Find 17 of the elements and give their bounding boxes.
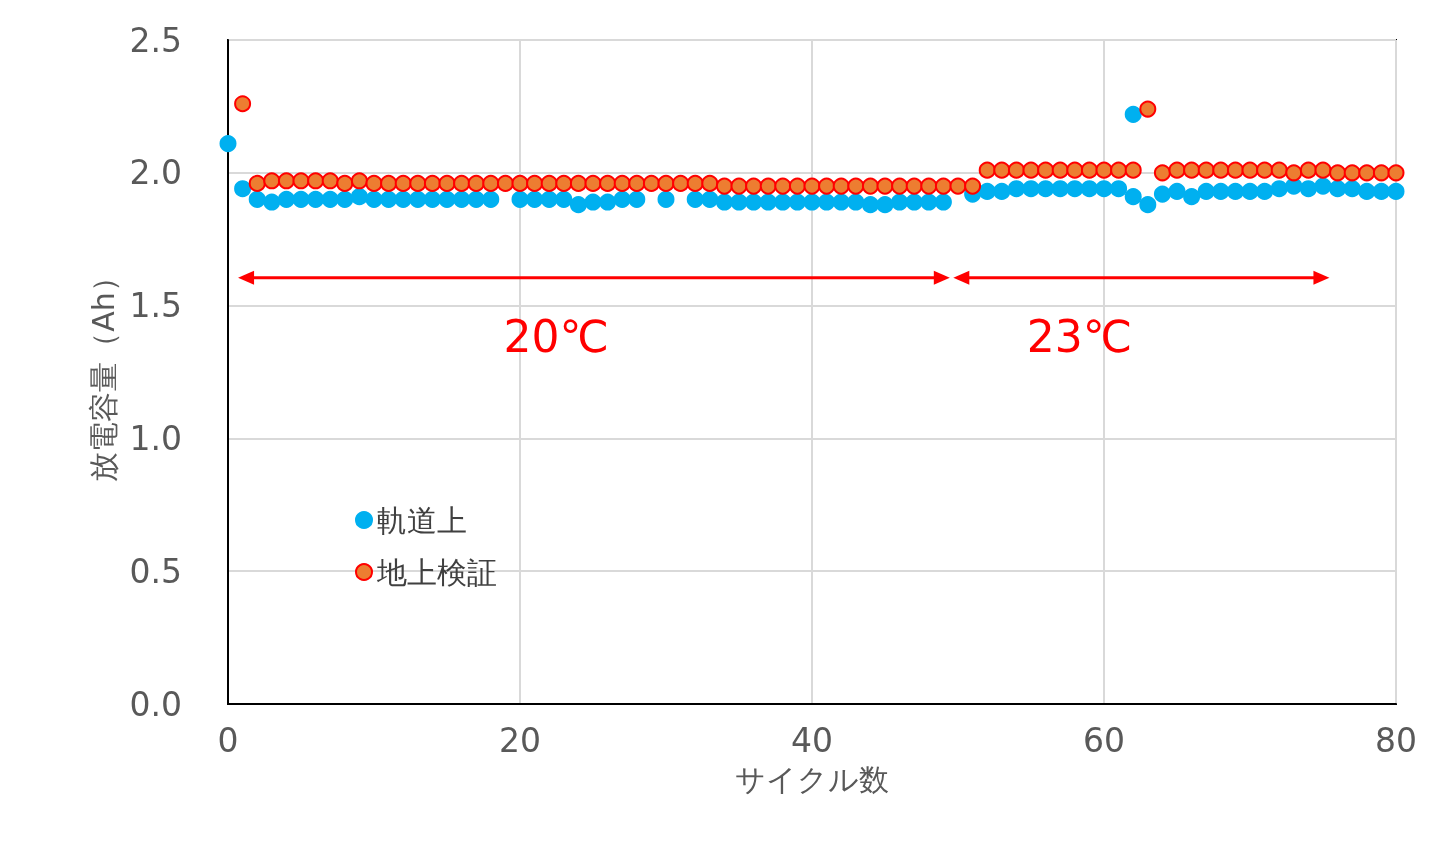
y-tick-label: 0.5 [129, 551, 182, 591]
legend-label: 地上検証 [376, 554, 497, 590]
y-tick-label: 1.5 [129, 286, 182, 326]
y-axis-title: 放電容量（Ah） [86, 262, 122, 482]
x-tick-label: 40 [791, 721, 833, 760]
y-tick-label: 1.0 [129, 418, 182, 458]
annotation: 23℃ [1026, 311, 1133, 363]
y-tick-label: 2.5 [129, 20, 182, 60]
x-tick-label: 60 [1083, 721, 1125, 760]
y-tick-label: 0.0 [129, 684, 182, 724]
x-tick-label: 80 [1375, 721, 1417, 760]
legend-label: 軌道上 [377, 502, 467, 538]
x-tick-label: 0 [217, 721, 239, 760]
x-tick-label: 20 [499, 721, 541, 760]
annotation: 20℃ [503, 311, 609, 363]
y-tick-label: 2.0 [129, 153, 182, 193]
x-axis-title: サイクル数 [735, 761, 889, 797]
